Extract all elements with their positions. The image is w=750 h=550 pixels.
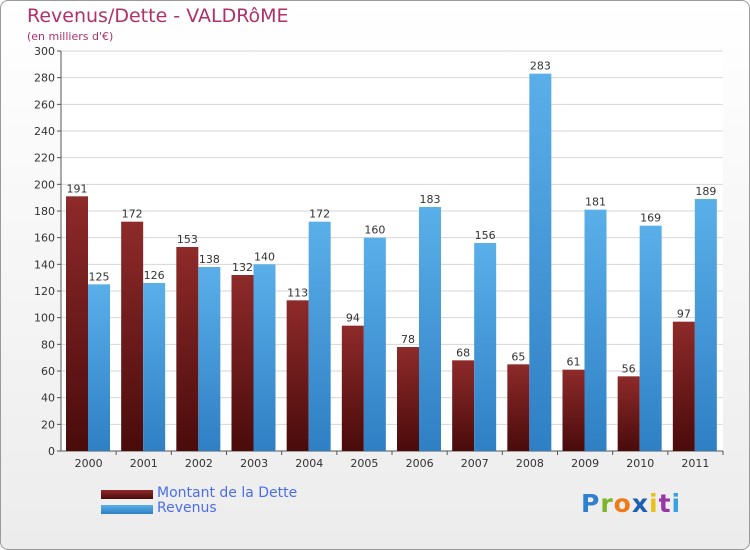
data-label: 140 bbox=[254, 250, 275, 263]
data-label: 138 bbox=[199, 253, 220, 266]
bar-revenus bbox=[253, 264, 276, 451]
bar-dette bbox=[231, 275, 254, 451]
legend-label-revenus: Revenus bbox=[157, 500, 217, 516]
y-tick-label: 260 bbox=[34, 98, 55, 111]
bar-dette bbox=[176, 247, 199, 451]
chart-title: Revenus/Dette - VALDRôME bbox=[27, 5, 289, 27]
bar-dette bbox=[66, 196, 88, 451]
bar-revenus bbox=[529, 73, 552, 452]
data-label: 126 bbox=[144, 269, 165, 282]
logo-letter: x bbox=[631, 489, 649, 518]
data-label: 97 bbox=[677, 308, 691, 321]
data-label: 56 bbox=[622, 362, 636, 375]
logo-letter: P bbox=[581, 489, 601, 518]
data-label: 283 bbox=[530, 60, 551, 73]
x-tick-label: 2006 bbox=[406, 457, 434, 470]
bar-revenus bbox=[584, 209, 607, 451]
bar-dette bbox=[562, 369, 585, 451]
bar-revenus bbox=[308, 221, 331, 451]
bar-dette bbox=[507, 364, 530, 451]
data-label: 78 bbox=[401, 333, 415, 346]
y-tick-label: 80 bbox=[41, 338, 55, 351]
y-tick-label: 140 bbox=[34, 258, 55, 271]
data-label: 189 bbox=[695, 185, 716, 198]
logo-letter: i bbox=[671, 489, 682, 518]
bar-dette bbox=[121, 221, 144, 451]
data-label: 181 bbox=[585, 196, 606, 209]
data-label: 65 bbox=[511, 350, 525, 363]
bar-dette bbox=[341, 325, 364, 451]
y-tick-label: 240 bbox=[34, 125, 55, 138]
data-label: 132 bbox=[232, 261, 253, 274]
y-tick-label: 20 bbox=[41, 418, 55, 431]
chart-subtitle: (en milliers d'€) bbox=[27, 30, 114, 43]
data-label: 172 bbox=[122, 208, 143, 221]
x-tick-label: 2009 bbox=[571, 457, 599, 470]
plot-area bbox=[61, 51, 723, 451]
data-label: 156 bbox=[475, 229, 496, 242]
x-tick-label: 2011 bbox=[681, 457, 709, 470]
bar-revenus bbox=[639, 225, 662, 451]
y-tick-label: 160 bbox=[34, 232, 55, 245]
x-tick-label: 2007 bbox=[461, 457, 489, 470]
x-tick-label: 2010 bbox=[626, 457, 654, 470]
y-tick-label: 300 bbox=[34, 45, 55, 58]
bar-dette bbox=[672, 321, 695, 451]
legend-label-dette: Montant de la Dette bbox=[157, 485, 298, 501]
bar-dette bbox=[617, 376, 640, 451]
y-tick-label: 180 bbox=[34, 205, 55, 218]
bar-dette bbox=[397, 347, 419, 451]
x-tick-label: 2000 bbox=[75, 457, 103, 470]
x-tick-label: 2008 bbox=[516, 457, 544, 470]
x-tick-label: 2004 bbox=[295, 457, 323, 470]
legend-swatch-dette bbox=[101, 490, 153, 499]
y-tick-label: 40 bbox=[41, 392, 55, 405]
data-label: 113 bbox=[287, 286, 308, 299]
data-label: 61 bbox=[567, 356, 581, 369]
bar-revenus bbox=[474, 243, 497, 451]
bar-revenus bbox=[694, 199, 717, 451]
logo-letter: i bbox=[649, 489, 659, 518]
y-tick-label: 60 bbox=[41, 365, 55, 378]
data-label: 169 bbox=[640, 212, 661, 225]
x-tick-label: 2003 bbox=[240, 457, 268, 470]
x-tick-label: 2002 bbox=[185, 457, 213, 470]
y-tick-label: 200 bbox=[34, 178, 55, 191]
data-label: 172 bbox=[309, 208, 330, 221]
y-tick-label: 100 bbox=[34, 312, 55, 325]
data-label: 68 bbox=[456, 346, 470, 359]
y-tick-label: 0 bbox=[48, 445, 55, 458]
logo-letter: o bbox=[613, 489, 632, 518]
logo-letter: r bbox=[600, 489, 614, 518]
data-label: 191 bbox=[67, 182, 88, 195]
bar-dette bbox=[452, 360, 475, 451]
data-label: 153 bbox=[177, 233, 198, 246]
data-label: 125 bbox=[89, 270, 110, 283]
bar-revenus bbox=[88, 284, 110, 451]
data-label: 160 bbox=[364, 224, 385, 237]
x-tick-label: 2005 bbox=[350, 457, 378, 470]
data-label: 183 bbox=[420, 193, 441, 206]
y-tick-label: 120 bbox=[34, 285, 55, 298]
data-label: 94 bbox=[346, 312, 360, 325]
bar-revenus bbox=[419, 207, 441, 451]
x-tick-label: 2001 bbox=[130, 457, 158, 470]
y-tick-label: 280 bbox=[34, 72, 55, 85]
legend-swatch-revenus bbox=[101, 505, 153, 514]
bar-revenus bbox=[143, 283, 166, 451]
bar-revenus bbox=[363, 237, 386, 451]
proxiti-logo: Proxiti bbox=[581, 489, 681, 518]
y-tick-label: 220 bbox=[34, 152, 55, 165]
bar-revenus bbox=[198, 267, 221, 451]
logo-letter: t bbox=[658, 489, 672, 518]
bar-dette bbox=[286, 300, 309, 451]
